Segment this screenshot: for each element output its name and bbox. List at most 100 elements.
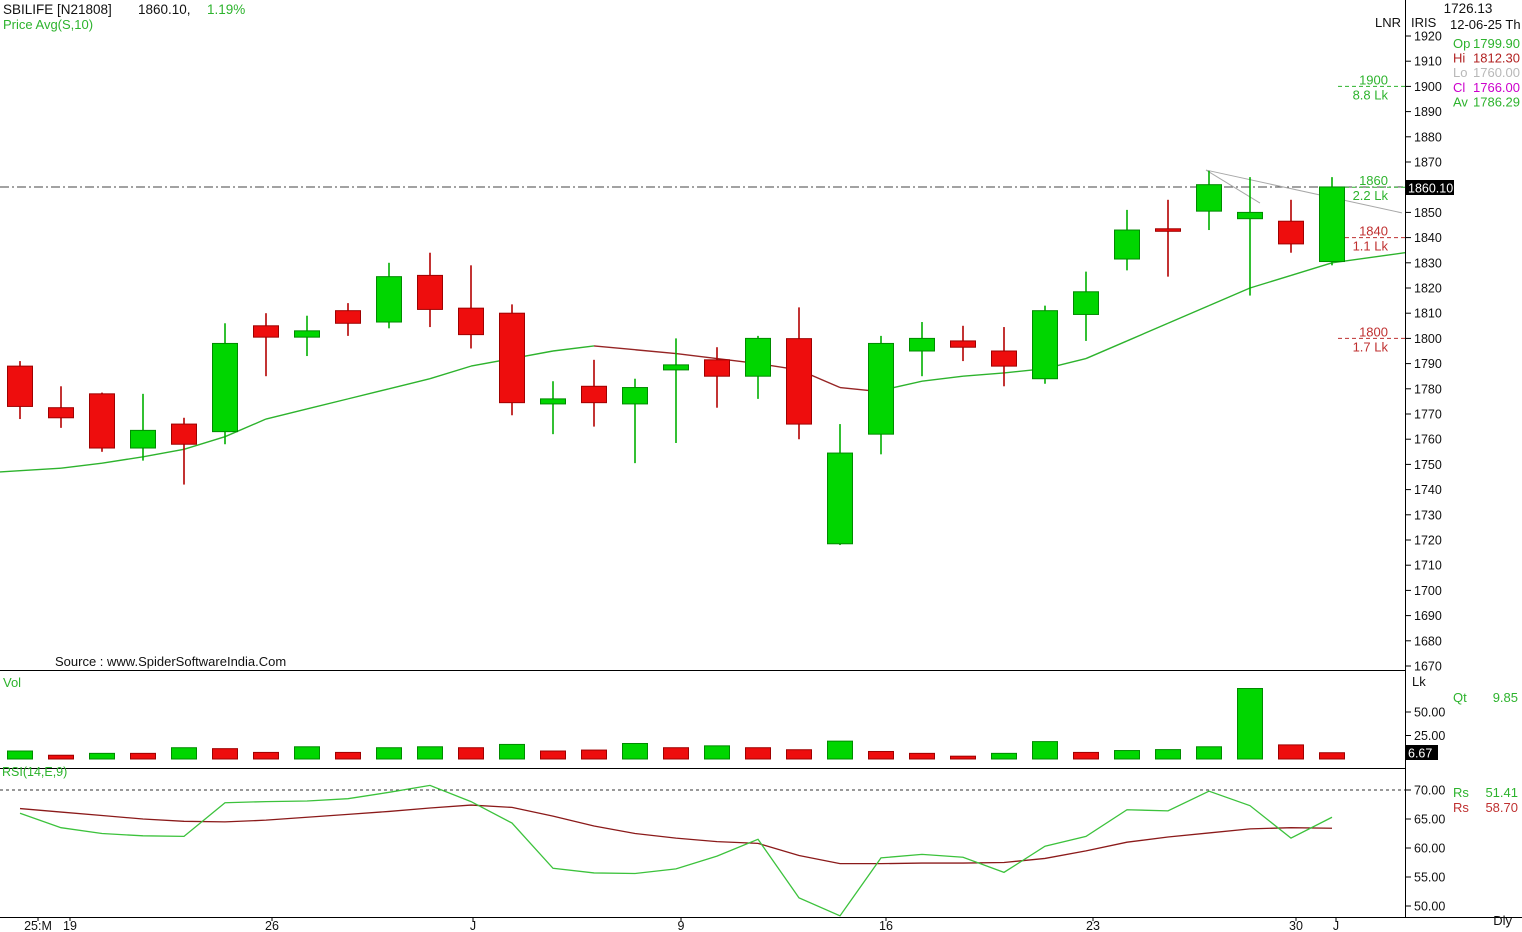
date-tick-label: 9: [678, 919, 685, 932]
candle[interactable]: [827, 424, 853, 546]
price-avg-line-segment: [388, 378, 431, 390]
candle[interactable]: [294, 315, 320, 357]
price-avg-line-segment: [19, 467, 62, 472]
candle[interactable]: [1237, 177, 1263, 296]
price-tick-label: 1770: [1414, 408, 1442, 422]
candle[interactable]: [376, 262, 402, 329]
price-avg-line-segment: [1126, 322, 1169, 342]
candle[interactable]: [1278, 199, 1304, 253]
volume-bar[interactable]: [335, 751, 361, 760]
trendline-2[interactable]: [1205, 169, 1261, 204]
volume-bar[interactable]: [1114, 750, 1140, 760]
date-tick-label: 26: [265, 919, 279, 932]
candle[interactable]: [499, 304, 525, 416]
volume-bar[interactable]: [540, 750, 566, 760]
candle[interactable]: [786, 307, 812, 440]
candle-body: [1032, 310, 1058, 380]
volume-bar[interactable]: [950, 755, 976, 760]
volume-bar[interactable]: [622, 742, 648, 760]
price-tick-label: 1890: [1414, 105, 1442, 119]
candle[interactable]: [335, 303, 361, 336]
candle[interactable]: [1114, 209, 1140, 271]
volume-bar[interactable]: [212, 748, 238, 760]
rsi-tick-label: 70.00: [1414, 784, 1445, 798]
info-row-value: 1799.90: [1473, 36, 1520, 51]
volume-bar[interactable]: [581, 749, 607, 760]
rsi-panel-label: RSI(14,E,9): [2, 765, 67, 779]
price-avg-line-segment: [593, 345, 636, 351]
candle[interactable]: [7, 361, 33, 420]
price-avg-line-segment: [1085, 340, 1128, 360]
candle[interactable]: [868, 335, 894, 455]
price-avg-legend: Price Avg(S,10): [3, 17, 93, 32]
volume-bar[interactable]: [909, 752, 935, 760]
volume-bar[interactable]: [48, 754, 74, 760]
volume-bar[interactable]: [827, 740, 853, 760]
rsi-readout-label: Rs: [1453, 800, 1469, 815]
candle[interactable]: [253, 313, 279, 377]
volume-bar[interactable]: [253, 751, 279, 760]
volume-bar[interactable]: [376, 747, 402, 760]
level-price-1900: 1900: [1359, 72, 1388, 87]
volume-bar[interactable]: [991, 752, 1017, 760]
volume-bar[interactable]: [1237, 688, 1263, 760]
candle[interactable]: [704, 347, 730, 408]
candle[interactable]: [1196, 170, 1222, 231]
volume-bar[interactable]: [663, 747, 689, 760]
price-avg-line-segment: [429, 365, 472, 380]
volume-bar[interactable]: [1032, 741, 1058, 760]
candle[interactable]: [458, 265, 484, 349]
candle[interactable]: [1032, 305, 1058, 384]
candle[interactable]: [212, 323, 238, 445]
volume-bar[interactable]: [745, 747, 771, 760]
price-tick-label: 1900: [1414, 80, 1442, 94]
candle[interactable]: [171, 417, 197, 485]
price-tick-label: 1840: [1414, 231, 1442, 245]
volume-bar[interactable]: [294, 746, 320, 760]
volume-bar[interactable]: [499, 743, 525, 760]
volume-bar[interactable]: [417, 746, 443, 760]
price-avg-line-segment: [60, 462, 103, 469]
volume-bar[interactable]: [458, 747, 484, 760]
volume-bar[interactable]: [1155, 749, 1181, 760]
candle[interactable]: [745, 335, 771, 399]
price-avg-line-segment: [552, 345, 595, 352]
candle[interactable]: [581, 359, 607, 427]
candle[interactable]: [622, 378, 648, 464]
volume-bar[interactable]: [704, 745, 730, 760]
volume-bar[interactable]: [1073, 751, 1099, 760]
candle[interactable]: [417, 252, 443, 328]
candle[interactable]: [130, 393, 156, 461]
price-tick-label: 1870: [1414, 156, 1442, 170]
rsi-tick-label: 60.00: [1414, 842, 1445, 856]
candle[interactable]: [663, 338, 689, 443]
periodicity-label[interactable]: Dly: [1493, 913, 1512, 928]
volume-bar[interactable]: [786, 749, 812, 760]
level-price-1860: 1860: [1359, 173, 1388, 188]
volume-bar[interactable]: [130, 752, 156, 760]
trendline-1[interactable]: [1205, 169, 1403, 214]
volume-bar[interactable]: [1319, 752, 1345, 760]
candle-body: [1196, 184, 1222, 212]
candle[interactable]: [89, 392, 115, 452]
volume-bar[interactable]: [89, 752, 115, 760]
candle[interactable]: [1319, 177, 1345, 266]
volume-bar[interactable]: [171, 747, 197, 760]
candle[interactable]: [48, 386, 74, 428]
qt-value: 9.85: [1493, 690, 1518, 705]
volume-bar[interactable]: [1196, 746, 1222, 760]
candle[interactable]: [1155, 199, 1181, 277]
price-avg-line-segment: [1167, 304, 1210, 324]
candle[interactable]: [991, 327, 1017, 387]
candle[interactable]: [950, 325, 976, 362]
volume-bar[interactable]: [1278, 744, 1304, 760]
iris-axis-label: IRIS: [1411, 15, 1437, 30]
volume-bar[interactable]: [7, 750, 33, 760]
candle-body: [909, 337, 935, 352]
rsi-tick-label: 50.00: [1414, 900, 1445, 914]
candle[interactable]: [909, 322, 935, 377]
volume-bar[interactable]: [868, 750, 894, 760]
candle[interactable]: [540, 381, 566, 435]
candle[interactable]: [1073, 271, 1099, 341]
